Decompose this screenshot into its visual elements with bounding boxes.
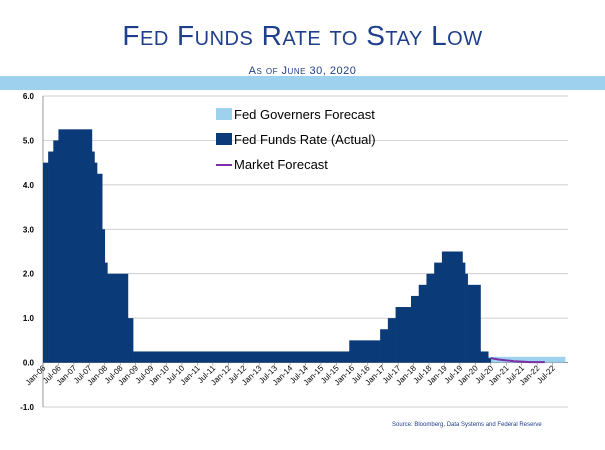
chart-title: Fed Funds Rate to Stay Low — [122, 20, 483, 51]
y-tick-label: 1.0 — [23, 314, 35, 323]
legend-label: Fed Funds Rate (Actual) — [234, 132, 376, 147]
y-tick-label: 0.0 — [23, 359, 35, 368]
header-band — [0, 76, 605, 90]
actual-rate-bar — [127, 318, 134, 363]
actual-rate-bar — [411, 295, 420, 363]
x-tick-label: Jul-22 — [535, 363, 557, 385]
actual-rate-bar — [426, 273, 435, 363]
y-tick-label: -1.0 — [20, 403, 34, 412]
chart-subtitle: As of June 30, 2020 — [248, 65, 357, 77]
actual-rate-bar — [58, 129, 93, 363]
legend-swatch-governors — [216, 108, 232, 120]
legend-label: Market Forecast — [234, 157, 328, 172]
actual-rate-bar — [349, 340, 381, 363]
actual-rate-bar — [104, 262, 108, 363]
actual-rate-bar — [94, 162, 98, 363]
source-note: Source: Bloomberg, Data Systems and Fede… — [392, 422, 542, 428]
actual-rate-bar — [133, 351, 350, 363]
actual-rate-bar — [462, 262, 466, 363]
actual-rate-bar — [102, 229, 106, 363]
y-tick-label: 6.0 — [23, 92, 35, 101]
actual-rate-bar — [91, 151, 95, 363]
actual-rate-bar — [380, 329, 389, 363]
actual-rate-bar — [107, 273, 113, 363]
actual-rate-bar — [48, 151, 54, 363]
y-tick-label: 2.0 — [23, 270, 35, 279]
actual-rate-bar — [418, 284, 427, 363]
legend-label: Fed Governers Forecast — [234, 107, 375, 122]
y-tick-label: 4.0 — [23, 181, 35, 190]
actual-rate-bar — [465, 273, 468, 363]
legend-swatch-actual — [216, 133, 232, 145]
actual-rate-bar — [480, 351, 489, 363]
market-forecast-line — [490, 357, 545, 364]
actual-rate-bar — [395, 307, 412, 363]
actual-rate-bar — [441, 251, 463, 363]
actual-rate-bar — [434, 262, 443, 363]
actual-rate-bar — [97, 173, 103, 363]
actual-rate-bar — [43, 162, 49, 363]
governors-forecast-area — [488, 356, 566, 363]
actual-rate-bar — [387, 318, 396, 363]
actual-rate-bar — [53, 140, 59, 363]
y-tick-label: 5.0 — [23, 136, 35, 145]
actual-rate-bar — [488, 358, 492, 363]
y-tick-label: 3.0 — [23, 225, 35, 234]
actual-rate-bar — [467, 284, 481, 363]
actual-rate-bar — [112, 273, 129, 363]
